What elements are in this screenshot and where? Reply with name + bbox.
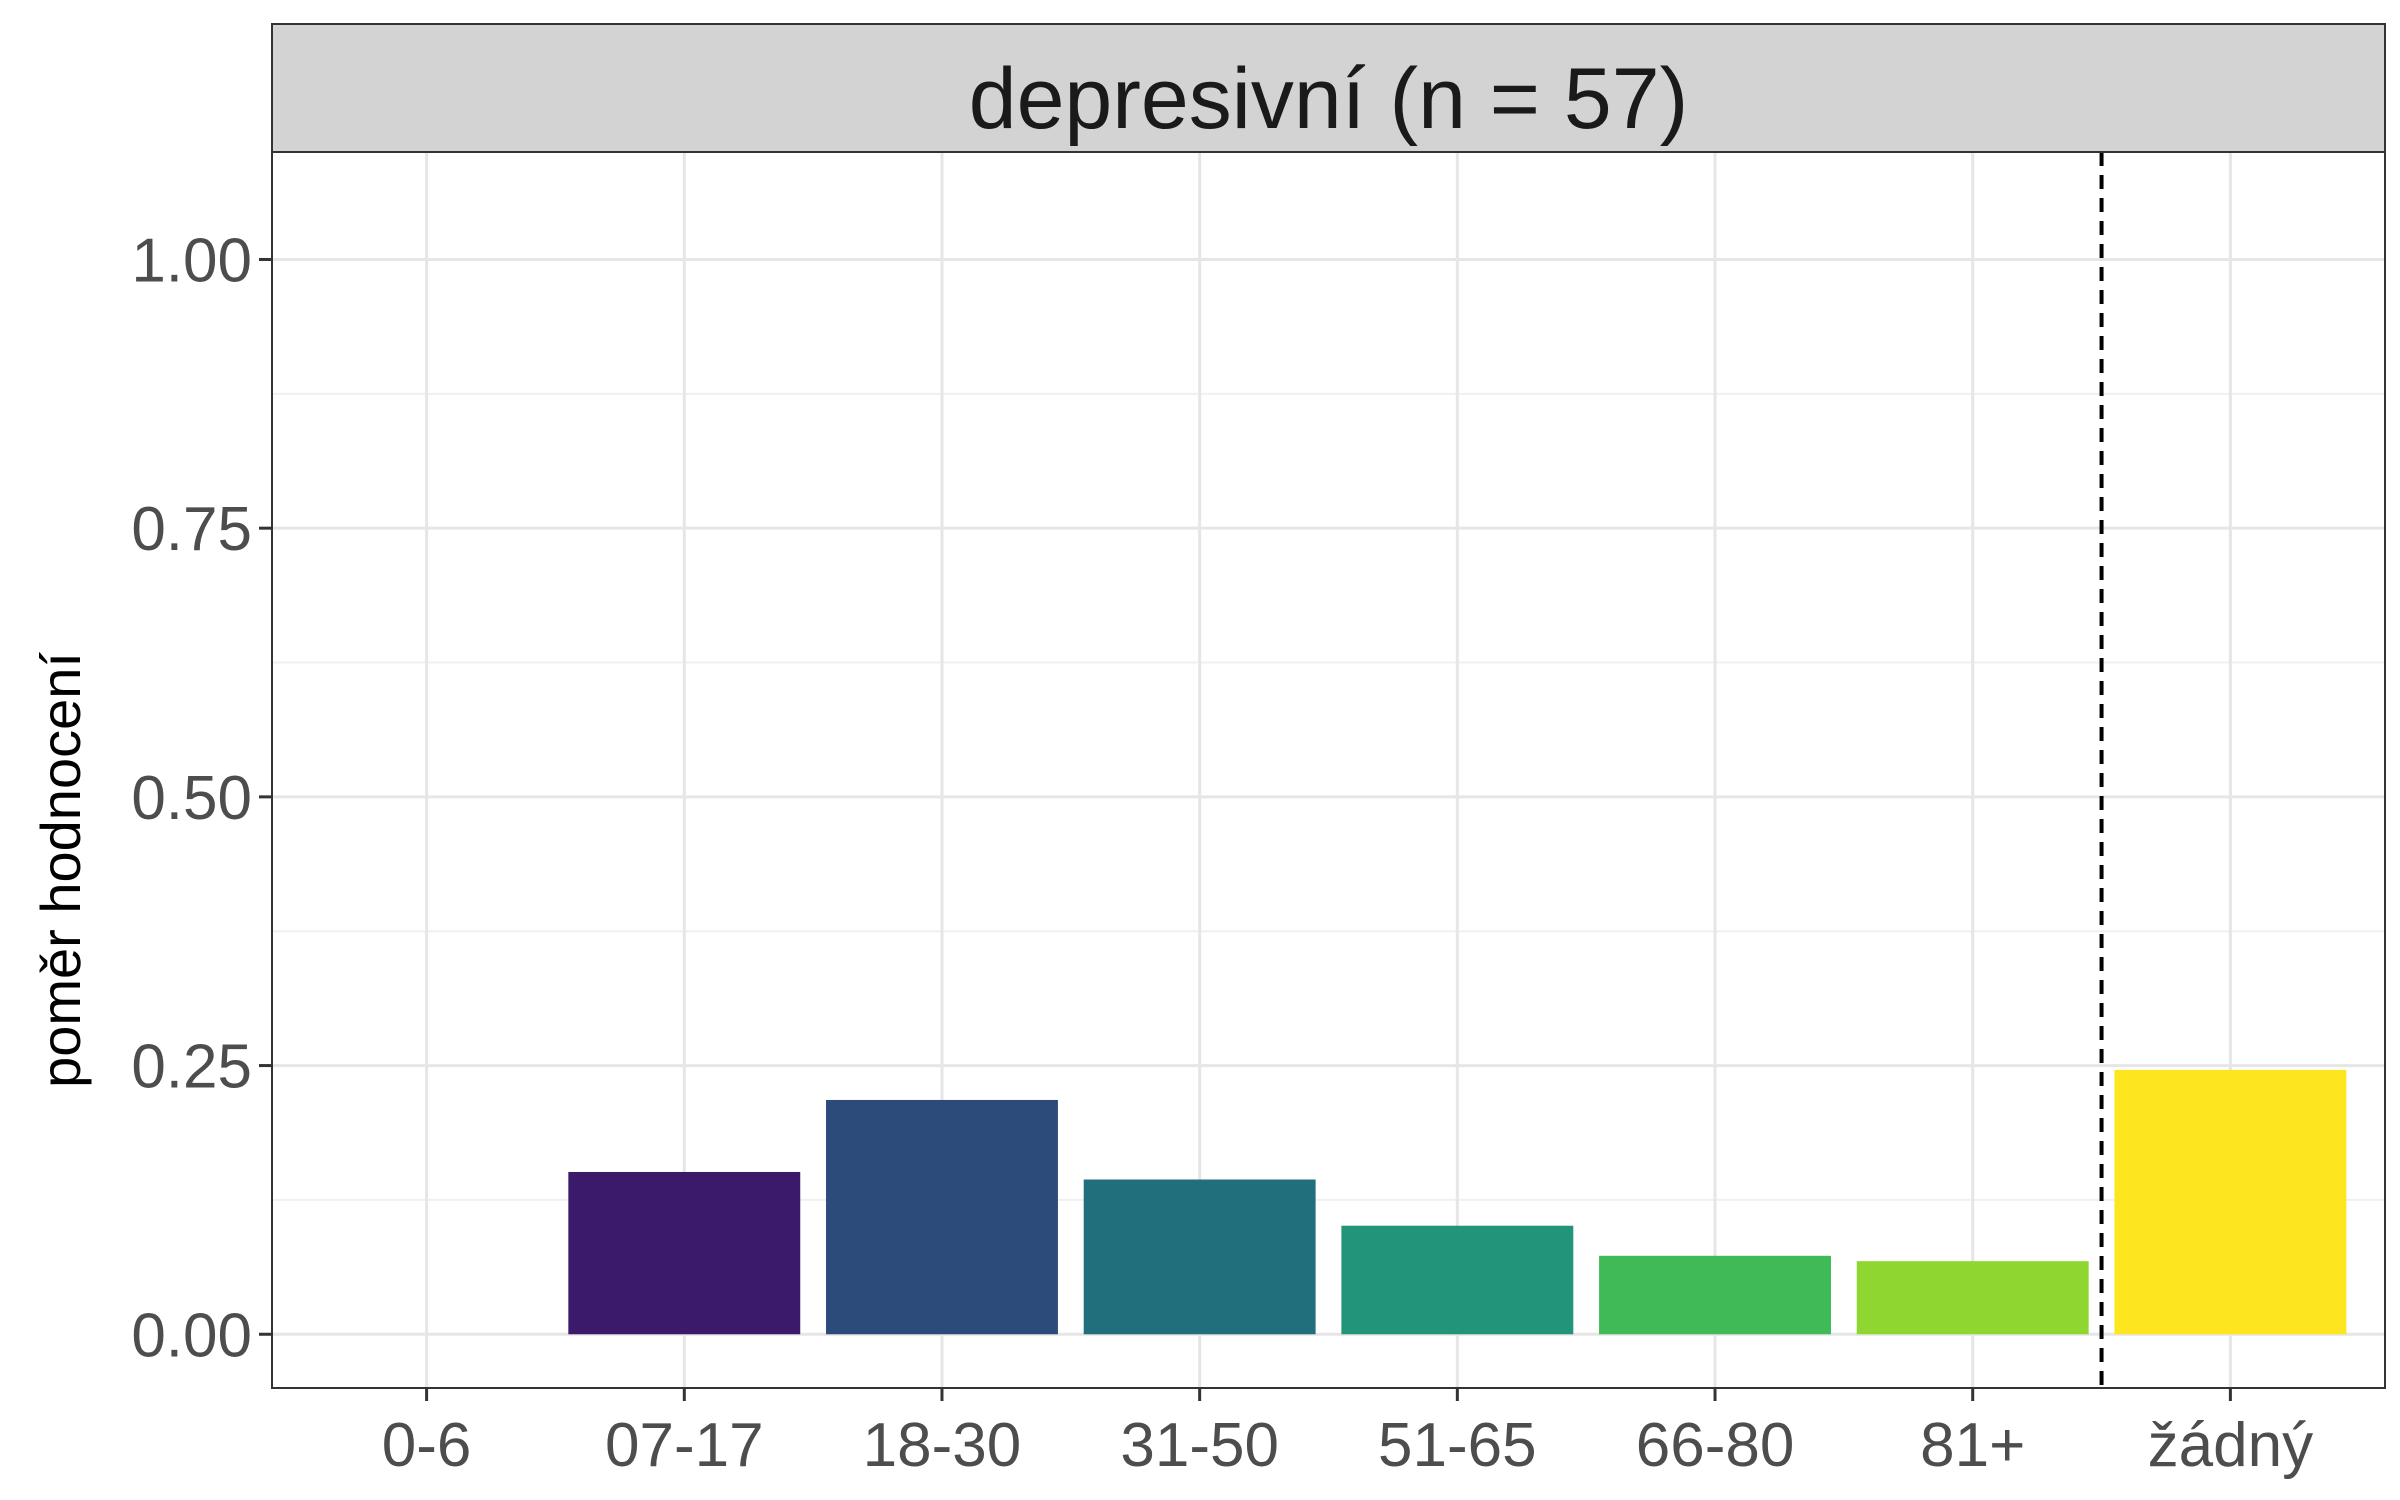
bar-31-50 xyxy=(1083,1179,1316,1335)
bar-07-17 xyxy=(568,1171,801,1335)
bars xyxy=(568,1069,2347,1335)
x-tick-label: 66-80 xyxy=(1636,1411,1795,1480)
bar-81+ xyxy=(1856,1261,2089,1335)
facet-title: depresivní (n = 57) xyxy=(969,51,1688,147)
x-tick-label: 18-30 xyxy=(863,1411,1022,1480)
x-axis: 0-6 07-17 18-30 31-50 51-65 66-80 81+ žádný xyxy=(382,1388,2313,1480)
y-axis-title: poměr hodnocení xyxy=(29,652,92,1088)
x-tick-label: 31-50 xyxy=(1120,1411,1279,1480)
x-tick-label: 81+ xyxy=(1920,1411,2025,1480)
x-tick-label: 0-6 xyxy=(382,1411,472,1480)
y-tick-label: 0.00 xyxy=(131,1301,252,1370)
x-tick-label: 07-17 xyxy=(605,1411,764,1480)
y-tick-label: 1.00 xyxy=(131,226,252,295)
bar-66-80 xyxy=(1599,1255,1831,1335)
bar-18-30 xyxy=(826,1099,1058,1335)
x-tick-label: žádný xyxy=(2148,1411,2313,1480)
y-tick-label: 0.25 xyxy=(131,1033,252,1102)
x-tick-label: 51-65 xyxy=(1378,1411,1537,1480)
y-axis: 0.00 0.25 0.50 0.75 1.00 xyxy=(131,226,272,1370)
bar-žádný xyxy=(2114,1069,2347,1335)
y-tick-label: 0.50 xyxy=(131,764,252,833)
bar-51-65 xyxy=(1341,1225,1574,1335)
facet-strip xyxy=(271,23,2386,153)
y-tick-label: 0.75 xyxy=(131,495,252,564)
